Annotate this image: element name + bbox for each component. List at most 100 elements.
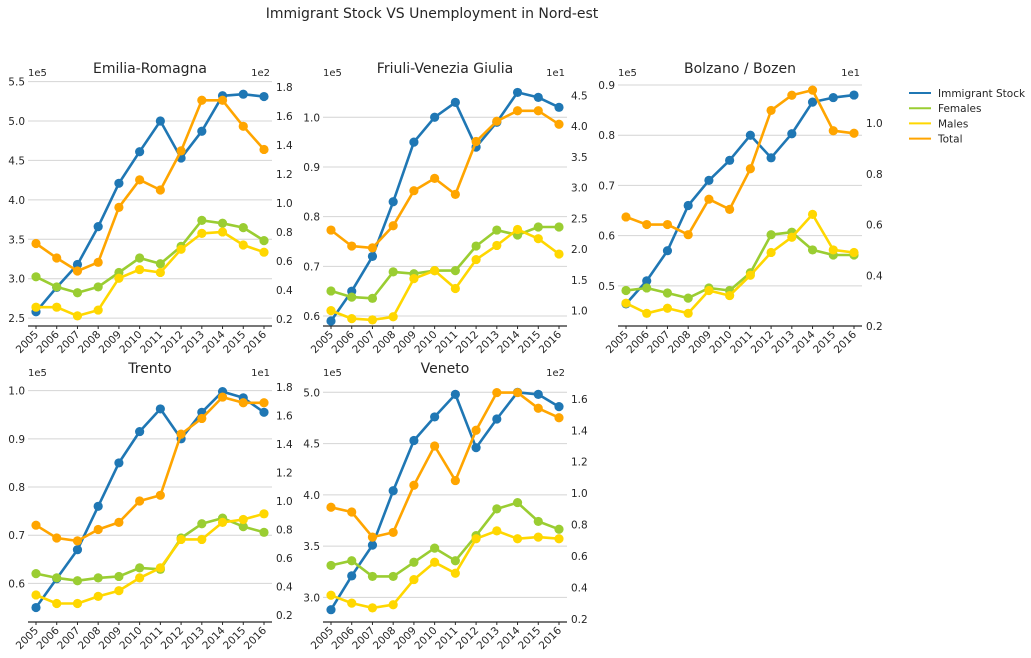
data-point [828,92,838,103]
right-offset-label: 1e1 [546,68,565,79]
data-point [93,524,103,535]
data-point [492,116,502,126]
series-immigrant-stock [31,386,269,613]
panels: 2.5 3.0 3.5 4.0 4.5 5.0 5.5 0.2 0.4 0.6 0.8 1.0 1.2 1… [8,61,883,652]
x-tick-label: 2005 [14,329,41,356]
left-offset-label: 1e5 [323,368,342,379]
data-point [492,387,502,398]
data-point [326,225,336,235]
data-point [238,398,248,408]
x-tick-label: 2013 [475,329,502,356]
left-tick-label: 0.8 [598,130,615,142]
data-point [217,95,228,105]
data-point [326,590,336,600]
data-point [259,247,269,257]
x-tick-label: 2007 [350,329,377,356]
data-point [52,573,62,583]
data-point [114,586,124,596]
data-point [197,126,207,136]
series-line [330,109,560,250]
panel-4: 3.0 3.5 4.0 4.5 5.0 0.2 0.4 0.6 0.8 1.0 1.2 1.4 1.6 1… [303,361,588,652]
data-point [197,413,207,424]
right-tick-label: 1.8 [276,82,293,94]
panel-1: 0.6 0.7 0.8 0.9 1.0 1.0 1.5 2.0 2.5 3.0 3.5 4.0 4.5 1… [303,61,587,356]
panel-title: Trento [127,361,171,377]
data-point [409,137,419,147]
right-tick-label: 0.6 [571,551,588,563]
x-tick-label: 2010 [412,329,439,356]
data-point [93,282,103,292]
data-point [725,290,735,301]
x-tick-label: 2011 [138,329,165,356]
data-point [388,486,398,496]
left-tick-label: 0.6 [303,311,320,323]
series-females [31,215,269,298]
data-point [135,573,145,583]
x-tick-label: 2006 [329,328,357,356]
x-tick-label: 2006 [34,624,62,652]
data-point [259,398,269,408]
data-point [388,267,398,277]
panel-2: 0.5 0.6 0.7 0.8 0.9 0.2 0.4 0.6 0.8 1.0 1e5 1e1 Bolz… [598,61,883,356]
data-point [326,306,336,316]
left-offset-label: 1e5 [323,68,342,79]
data-point [52,302,62,312]
series-immigrant-stock [326,87,564,326]
x-tick-label: 2012 [159,329,186,356]
data-point [849,247,859,258]
x-tick-label: 2016 [537,624,565,652]
left-tick-label: 0.7 [598,180,615,192]
data-point [662,303,673,313]
right-tick-label: 1.8 [276,382,293,394]
x-tick-label: 2010 [117,625,144,652]
data-point [326,560,336,571]
data-point [409,574,419,585]
data-point [347,598,357,608]
series-immigrant-stock [31,89,269,317]
data-point [114,571,124,582]
data-point [93,591,103,601]
left-tick-label: 3.0 [303,592,320,604]
data-point [430,441,440,451]
data-point [409,480,419,490]
data-point [450,475,460,486]
data-point [533,532,543,542]
data-point [849,90,859,100]
data-point [533,234,543,244]
series-total [31,392,269,546]
data-point [72,598,83,609]
data-point [450,556,460,566]
legend-label: Immigrant Stock [938,88,1026,100]
right-tick-label: 0.2 [276,610,293,622]
legend-item: Females [909,103,981,115]
data-point [114,517,124,527]
data-point [642,276,652,286]
data-point [52,598,62,609]
legend-item: Total [909,134,963,146]
left-tick-label: 0.5 [598,281,615,293]
left-tick-label: 1.0 [8,386,25,398]
data-point [683,200,693,211]
series-females [621,227,859,303]
data-point [135,264,145,275]
data-point [31,569,41,579]
data-point [492,240,502,251]
data-point [766,230,776,240]
data-point [388,312,398,322]
data-point [135,563,145,573]
series-line [330,391,560,539]
data-point [725,204,735,214]
data-point [93,573,103,583]
data-point [554,524,564,534]
data-point [430,543,440,553]
data-point [238,121,248,131]
x-tick-label: 2005 [604,329,631,356]
right-tick-label: 0.6 [276,553,293,565]
right-tick-label: 0.6 [276,256,293,268]
left-tick-label: 0.9 [8,434,25,446]
data-point [259,144,269,155]
data-point [409,557,419,567]
right-tick-label: 1.0 [571,488,588,500]
x-tick-label: 2010 [117,329,144,356]
